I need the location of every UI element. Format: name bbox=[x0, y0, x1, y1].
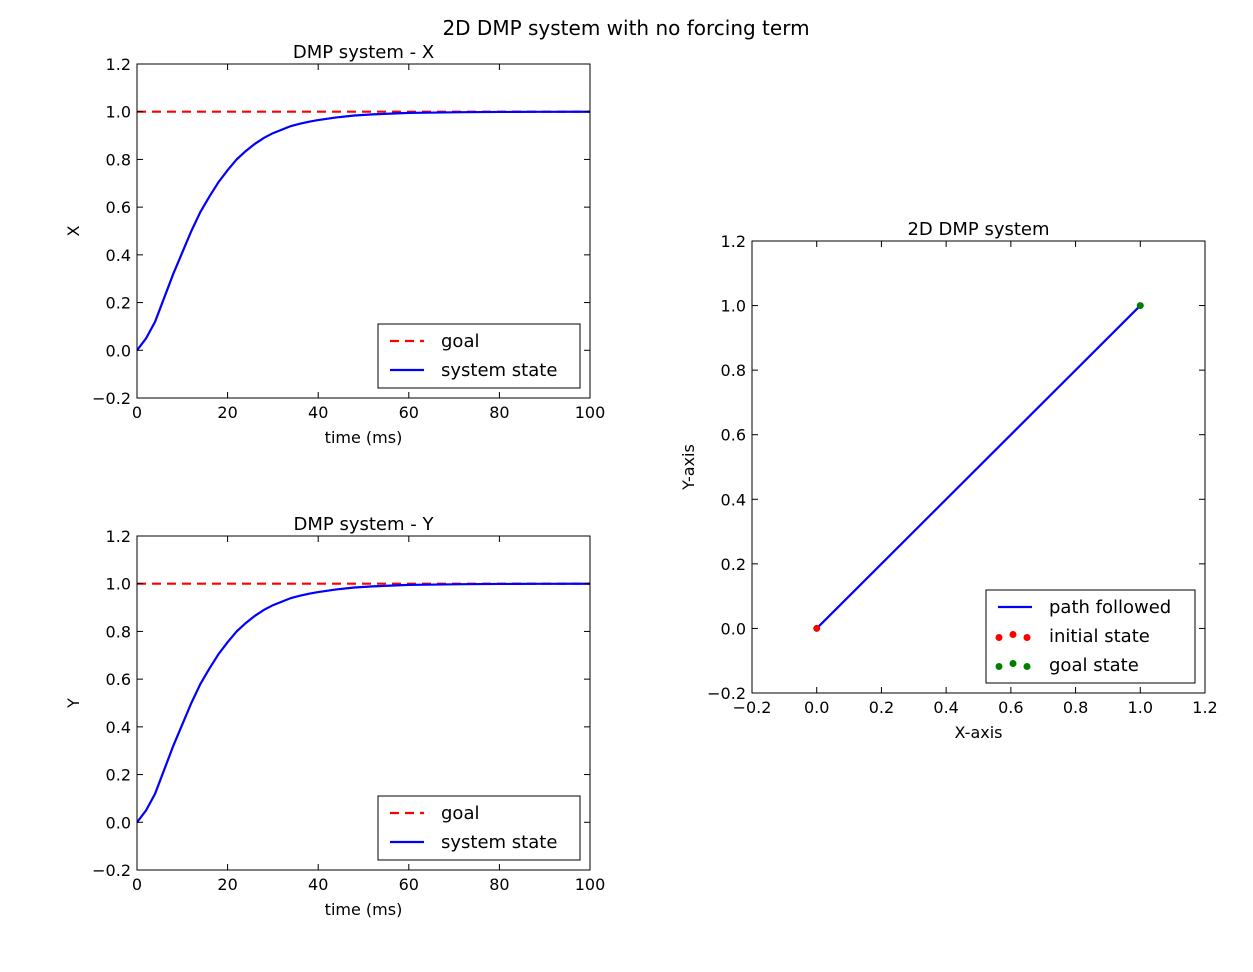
x-tick-label: 0 bbox=[132, 403, 142, 422]
chart-title: DMP system - Y bbox=[294, 514, 435, 535]
system-state-line bbox=[137, 110, 590, 351]
x-tick-label: 0.0 bbox=[804, 698, 829, 717]
legend-box bbox=[985, 589, 1196, 684]
y-tick-label: 0.8 bbox=[721, 361, 746, 380]
x-tick-label: 40 bbox=[308, 875, 328, 894]
legend-label: system state bbox=[441, 360, 557, 381]
x-tick-label: 0.8 bbox=[1063, 698, 1088, 717]
legend-label: system state bbox=[441, 832, 557, 853]
legend-marker-goal-state bbox=[1009, 660, 1017, 667]
chart-title: 2D DMP system bbox=[907, 219, 1049, 240]
x-tick-label: 100 bbox=[575, 403, 606, 422]
y-tick-label: 0.6 bbox=[721, 426, 746, 445]
legend-marker-initial-state bbox=[995, 634, 1003, 641]
x-tick-label: 100 bbox=[575, 875, 606, 894]
y-tick-label: 0.0 bbox=[106, 813, 131, 832]
x-tick-label: 0.6 bbox=[998, 698, 1023, 717]
axes-frame-x bbox=[136, 63, 591, 399]
x-tick-label: 60 bbox=[399, 875, 419, 894]
y-tick-label: 0.2 bbox=[721, 555, 746, 574]
x-tick-label: 1.0 bbox=[1128, 698, 1153, 717]
x-tick-label: 60 bbox=[399, 403, 419, 422]
axes-frame-xy bbox=[751, 240, 1206, 694]
x-tick-label: 80 bbox=[489, 403, 509, 422]
initial-state-marker bbox=[813, 624, 821, 632]
legend: goal system state bbox=[377, 323, 581, 389]
legend-label: initial state bbox=[1049, 626, 1150, 647]
x-axis-label: time (ms) bbox=[325, 900, 403, 919]
plot-area-y bbox=[137, 582, 590, 823]
legend-box bbox=[377, 795, 581, 861]
chart-title: DMP system - X bbox=[293, 42, 434, 63]
axes-frame-y bbox=[136, 535, 591, 871]
chart-y: 0 20 40 60 80 100 −0.2 0.0 0.2 0.4 0.6 0.8 1.0 1.2 DMP… bbox=[64, 514, 605, 919]
y-tick-label: 0.4 bbox=[721, 490, 746, 509]
legend-label: goal bbox=[441, 803, 479, 824]
x-tick-label: 20 bbox=[217, 403, 237, 422]
y-tick-label: 0.8 bbox=[106, 150, 131, 169]
legend-marker-initial-state bbox=[1023, 634, 1031, 641]
x-tick-label: 0.4 bbox=[933, 698, 958, 717]
y-tick-label: 1.0 bbox=[106, 575, 131, 594]
y-tick-label: 0.8 bbox=[106, 622, 131, 641]
chart-xy: −0.2 0.0 0.2 0.4 0.6 0.8 1.0 1.2 −0.2 0.0 0.2 0.4 0.… bbox=[679, 219, 1218, 742]
legend-label: path followed bbox=[1049, 597, 1171, 618]
y-axis-label: Y bbox=[64, 698, 83, 709]
y-tick-label: 1.2 bbox=[106, 55, 131, 74]
y-tick-label: 0.4 bbox=[106, 718, 131, 737]
y-tick-label: 0.2 bbox=[106, 766, 131, 785]
x-tick-label: 40 bbox=[308, 403, 328, 422]
x-axis-label: time (ms) bbox=[325, 428, 403, 447]
y-tick-label: −0.2 bbox=[92, 389, 131, 408]
legend: path followed initial state goal state bbox=[985, 589, 1196, 684]
y-axis-label: Y-axis bbox=[679, 444, 698, 491]
plot-area-xy bbox=[815, 304, 1142, 630]
y-tick-label: −0.2 bbox=[92, 861, 131, 880]
y-tick-label: 0.6 bbox=[106, 670, 131, 689]
legend-box bbox=[377, 323, 581, 389]
legend: goal system state bbox=[377, 795, 581, 861]
y-tick-label: 1.2 bbox=[721, 232, 746, 251]
y-tick-label: 0.0 bbox=[721, 619, 746, 638]
path-followed-line bbox=[815, 304, 1142, 630]
y-tick-label: 0.0 bbox=[106, 341, 131, 360]
legend-label: goal state bbox=[1049, 655, 1139, 676]
x-tick-label: 0 bbox=[132, 875, 142, 894]
x-axis-label: X-axis bbox=[955, 723, 1003, 742]
y-tick-label: 1.0 bbox=[721, 297, 746, 316]
x-tick-label: −0.2 bbox=[733, 698, 772, 717]
y-tick-label: 1.0 bbox=[106, 103, 131, 122]
x-tick-label: 80 bbox=[489, 875, 509, 894]
x-tick-label: 0.2 bbox=[869, 698, 894, 717]
x-tick-label: 1.2 bbox=[1192, 698, 1217, 717]
x-tick-label: 20 bbox=[217, 875, 237, 894]
chart-x: 0 20 40 60 80 100 −0.2 0.0 0.2 0.4 0.6 0.8 1.0 1.2 DMP… bbox=[64, 42, 605, 447]
legend-label: goal bbox=[441, 331, 479, 352]
system-state-line bbox=[137, 582, 590, 823]
y-tick-label: 1.2 bbox=[106, 527, 131, 546]
figure-title: 2D DMP system with no forcing term bbox=[442, 16, 809, 40]
y-tick-label: 0.6 bbox=[106, 198, 131, 217]
legend-marker-initial-state bbox=[1009, 631, 1017, 638]
legend-marker-goal-state bbox=[1023, 663, 1031, 670]
y-tick-label: 0.2 bbox=[106, 294, 131, 313]
plot-area-x bbox=[137, 110, 590, 351]
goal-state-marker bbox=[1136, 302, 1144, 310]
y-axis-label: X bbox=[64, 225, 83, 236]
y-tick-label: −0.2 bbox=[707, 684, 746, 703]
legend-marker-goal-state bbox=[995, 663, 1003, 670]
y-tick-label: 0.4 bbox=[106, 246, 131, 265]
